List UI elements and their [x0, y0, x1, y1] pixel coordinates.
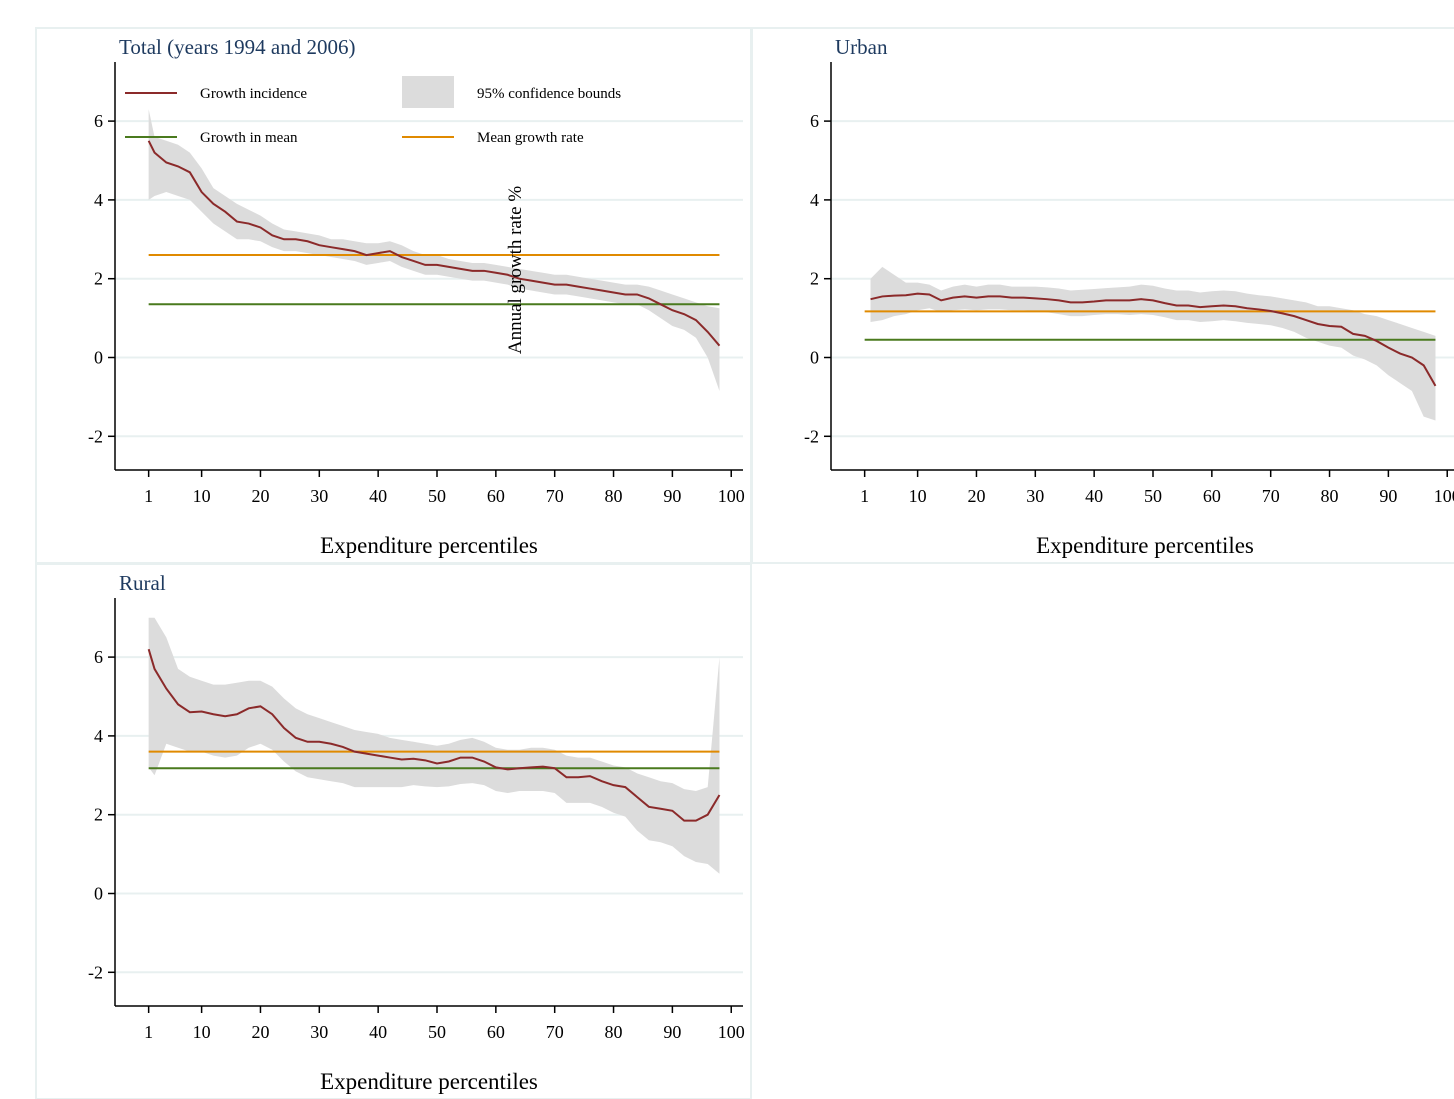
- x-tick-label: 100: [718, 1022, 745, 1042]
- panel-border: [35, 563, 752, 1099]
- y-tick-label: 4: [810, 190, 819, 210]
- x-tick-label: 60: [487, 1022, 505, 1042]
- y-tick-label: 2: [94, 805, 103, 825]
- y-axis-label: Annual growth rate %: [505, 186, 526, 354]
- x-tick-label: 70: [1262, 486, 1280, 506]
- panel-1: -2 0 2 4 6 1 10 20 30 40 50 60 70 80 90 100 Expenditure …: [751, 27, 1454, 564]
- confidence-band: [148, 617, 720, 874]
- legend-swatch: [402, 76, 454, 108]
- growth-incidence-line: [147, 648, 721, 822]
- panel-title: Total (years 1994 and 2006): [119, 35, 355, 59]
- panel-0: -2 0 2 4 6 1 10 20 30 40 50 60 70 80 90 100 Expenditure …: [35, 27, 752, 564]
- y-tick-label: -2: [88, 962, 103, 982]
- legend-label: Mean growth rate: [477, 130, 584, 146]
- x-tick-label: 70: [546, 1022, 564, 1042]
- x-tick-label: 80: [1321, 486, 1339, 506]
- x-tick-label: 70: [546, 486, 564, 506]
- x-tick-label: 10: [193, 486, 211, 506]
- x-tick-label: 20: [251, 486, 269, 506]
- x-tick-label: 90: [663, 1022, 681, 1042]
- panel-title: Urban: [835, 35, 888, 59]
- y-tick-label: 2: [94, 269, 103, 289]
- x-axis-label: Expenditure percentiles: [320, 1069, 538, 1094]
- y-tick-label: 4: [94, 726, 103, 746]
- x-tick-label: 40: [1085, 486, 1103, 506]
- panel-title: Rural: [119, 571, 166, 595]
- x-tick-label: 60: [487, 486, 505, 506]
- growth-incidence-line: [870, 292, 1437, 387]
- x-tick-label: 30: [1026, 486, 1044, 506]
- y-tick-label: 4: [94, 190, 103, 210]
- confidence-band: [870, 266, 1436, 421]
- x-tick-label: 100: [718, 486, 745, 506]
- x-tick-label: 30: [310, 1022, 328, 1042]
- x-tick-label: 40: [369, 486, 387, 506]
- legend-label: Growth incidence: [200, 86, 307, 102]
- y-tick-label: 6: [94, 647, 103, 667]
- x-tick-label: 60: [1203, 486, 1221, 506]
- legend-label: Growth in mean: [200, 130, 298, 146]
- x-tick-label: 20: [967, 486, 985, 506]
- x-axis-label: Expenditure percentiles: [320, 533, 538, 558]
- y-tick-label: 6: [94, 111, 103, 131]
- x-tick-label: 50: [428, 486, 446, 506]
- x-tick-label: 40: [369, 1022, 387, 1042]
- x-tick-label: 90: [663, 486, 681, 506]
- y-tick-label: 0: [94, 884, 103, 904]
- y-tick-label: 6: [810, 111, 819, 131]
- panel-2: -2 0 2 4 6 1 10 20 30 40 50 60 70 80 90 100 Expenditure …: [35, 563, 752, 1099]
- x-tick-label: 30: [310, 486, 328, 506]
- confidence-band: [148, 109, 720, 391]
- x-tick-label: 100: [1434, 486, 1454, 506]
- x-tick-label: 10: [193, 1022, 211, 1042]
- growth-incidence-line: [147, 140, 721, 347]
- x-tick-label: 20: [251, 1022, 269, 1042]
- x-tick-label: 10: [909, 486, 927, 506]
- panel-border: [751, 27, 1454, 564]
- x-tick-label: 80: [605, 486, 623, 506]
- x-tick-label: 1: [144, 486, 153, 506]
- x-tick-label: 80: [605, 1022, 623, 1042]
- y-tick-label: -2: [88, 426, 103, 446]
- x-axis-label: Expenditure percentiles: [1036, 533, 1254, 558]
- y-tick-label: 0: [810, 348, 819, 368]
- x-tick-label: 50: [1144, 486, 1162, 506]
- y-tick-label: -2: [804, 426, 819, 446]
- x-tick-label: 50: [428, 1022, 446, 1042]
- x-tick-label: 1: [144, 1022, 153, 1042]
- legend-label: 95% confidence bounds: [477, 86, 621, 102]
- x-tick-label: 90: [1379, 486, 1397, 506]
- x-tick-label: 1: [860, 486, 869, 506]
- legend: Growth incidence 95% confidence bounds Gro…: [125, 76, 621, 146]
- y-tick-label: 2: [810, 269, 819, 289]
- y-tick-label: 0: [94, 348, 103, 368]
